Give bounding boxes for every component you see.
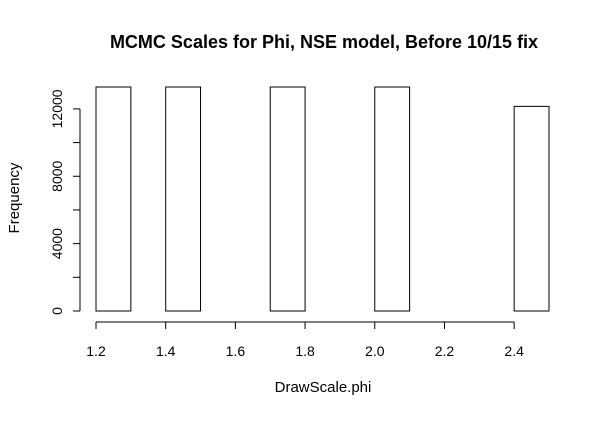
x-axis-label: DrawScale.phi bbox=[275, 379, 372, 396]
x-tick-label: 1.8 bbox=[295, 343, 315, 359]
x-tick-label: 2.2 bbox=[435, 343, 455, 359]
x-tick-label: 2.4 bbox=[504, 343, 524, 359]
y-axis-label: Frequency bbox=[6, 162, 23, 233]
histogram-bar bbox=[95, 86, 132, 312]
x-tick-label: 1.4 bbox=[156, 343, 176, 359]
histogram-bar bbox=[269, 86, 306, 312]
bars-layer bbox=[95, 86, 550, 312]
histogram-bar bbox=[374, 86, 411, 312]
x-axis: 1.2 1.4 1.6 1.8 2.0 2.2 2.4 bbox=[86, 321, 524, 359]
y-tick-label: 4000 bbox=[49, 228, 65, 259]
y-tick-label: 0 bbox=[49, 307, 65, 315]
x-tick-label: 1.6 bbox=[226, 343, 246, 359]
histogram-bar bbox=[165, 86, 202, 312]
y-axis: 0 4000 8000 12000 bbox=[49, 89, 81, 315]
x-tick-label: 1.2 bbox=[86, 343, 106, 359]
chart-title: MCMC Scales for Phi, NSE model, Before 1… bbox=[110, 32, 538, 52]
x-tick-label: 2.0 bbox=[365, 343, 385, 359]
y-tick-label: 8000 bbox=[49, 160, 65, 191]
histogram-bar bbox=[513, 105, 550, 312]
y-tick-label: 12000 bbox=[49, 89, 65, 128]
